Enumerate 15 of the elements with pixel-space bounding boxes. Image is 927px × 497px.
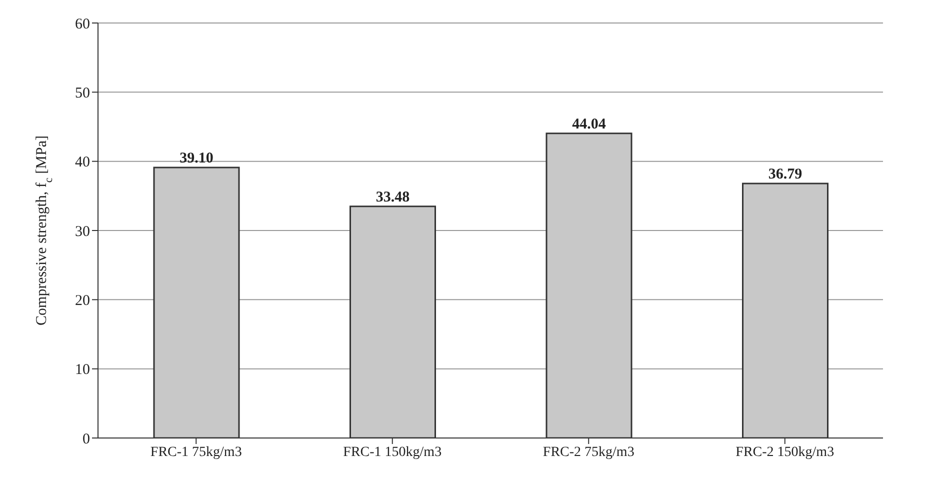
data-label: 44.04 bbox=[572, 116, 606, 132]
y-tick-label: 10 bbox=[75, 362, 90, 378]
x-tick-label: FRC-1 75kg/m3 bbox=[150, 444, 242, 460]
y-tick-label: 40 bbox=[75, 154, 90, 171]
y-tick-label: 50 bbox=[75, 85, 90, 102]
x-tick-label: FRC-2 75kg/m3 bbox=[542, 444, 634, 460]
y-tick-label: 60 bbox=[75, 16, 90, 32]
y-tick-label: 0 bbox=[82, 431, 90, 448]
y-tick-label: 20 bbox=[75, 292, 90, 309]
data-label: 33.48 bbox=[376, 189, 410, 206]
x-tick-label: FRC-1 150kg/m3 bbox=[343, 444, 442, 460]
data-label: 36.79 bbox=[768, 166, 802, 183]
data-label: 39.10 bbox=[180, 150, 214, 167]
y-tick-label: 30 bbox=[75, 224, 90, 240]
x-tick-label: FRC-2 150kg/m3 bbox=[736, 444, 834, 460]
